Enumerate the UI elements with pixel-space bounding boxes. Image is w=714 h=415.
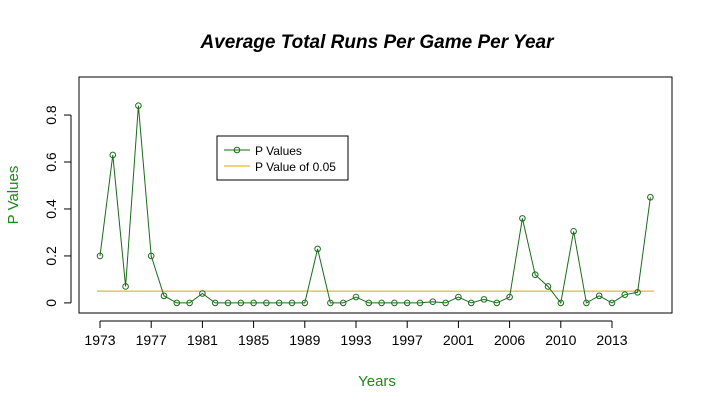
- legend-swatch-point: [233, 146, 241, 154]
- data-point: [250, 299, 257, 307]
- data-point: [519, 215, 526, 222]
- data-point: [583, 299, 590, 307]
- data-point: [467, 299, 475, 307]
- x-tick-label: 1989: [289, 332, 320, 348]
- data-point: [147, 252, 155, 260]
- data-point: [595, 292, 603, 300]
- data-point: [429, 298, 437, 306]
- data-point: [531, 271, 539, 279]
- y-tick-label: 0: [43, 299, 59, 307]
- x-axis-label: Years: [358, 373, 396, 390]
- legend-label: P Values: [255, 144, 302, 158]
- data-point: [237, 299, 245, 307]
- plot-box: [78, 76, 673, 314]
- data-point: [314, 245, 321, 253]
- y-tick-label: 0.6: [43, 152, 59, 172]
- data-point: [493, 299, 501, 307]
- data-point: [416, 299, 424, 307]
- y-axis-label: P Values: [5, 166, 22, 225]
- x-tick-label: 1973: [84, 332, 115, 348]
- data-point: [544, 283, 552, 290]
- data-point: [109, 151, 117, 159]
- legend-box: [216, 135, 349, 181]
- data-point: [186, 299, 193, 307]
- x-tick-label: 1981: [187, 332, 218, 348]
- data-point: [327, 299, 334, 307]
- x-tick-label: 1997: [392, 332, 423, 348]
- data-point: [634, 289, 641, 296]
- data-point: [211, 299, 219, 307]
- x-tick-label: 1993: [340, 332, 371, 348]
- data-point: [621, 291, 629, 298]
- data-point: [455, 293, 462, 301]
- data-point: [442, 299, 449, 307]
- x-tick-label: 2013: [596, 332, 627, 348]
- y-tick-label: 0.4: [43, 199, 59, 219]
- data-point: [647, 193, 654, 201]
- data-point: [301, 299, 309, 307]
- y-tick-label: 0.8: [43, 105, 59, 125]
- data-point: [263, 299, 270, 307]
- data-point: [365, 299, 373, 307]
- data-point: [557, 299, 565, 307]
- chart-title: Average Total Runs Per Game Per Year: [199, 32, 555, 53]
- x-tick-label: 2010: [545, 332, 576, 348]
- data-point: [378, 299, 385, 307]
- data-point: [224, 299, 232, 307]
- legend-label: P Value of 0.05: [255, 160, 336, 174]
- data-point: [288, 299, 296, 307]
- data-point: [160, 292, 168, 300]
- data-point: [135, 102, 142, 109]
- data-point: [275, 299, 283, 307]
- data-point: [506, 293, 513, 301]
- data-point: [608, 299, 616, 307]
- data-point: [403, 299, 411, 307]
- y-tick-label: 0.2: [43, 246, 59, 266]
- x-tick-label: 1985: [238, 332, 269, 348]
- data-point: [480, 296, 488, 303]
- data-point: [199, 290, 206, 297]
- data-point: [96, 252, 104, 260]
- data-point: [173, 299, 181, 307]
- x-tick-label: 1977: [136, 332, 167, 348]
- data-point: [391, 299, 398, 307]
- legend: P Values P Value of 0.05: [216, 135, 349, 181]
- data-point: [339, 299, 347, 307]
- data-point: [122, 283, 129, 290]
- x-tick-label: 2006: [494, 332, 525, 348]
- x-tick-label: 2001: [443, 332, 474, 348]
- data-point: [352, 293, 360, 301]
- data-point: [570, 227, 577, 235]
